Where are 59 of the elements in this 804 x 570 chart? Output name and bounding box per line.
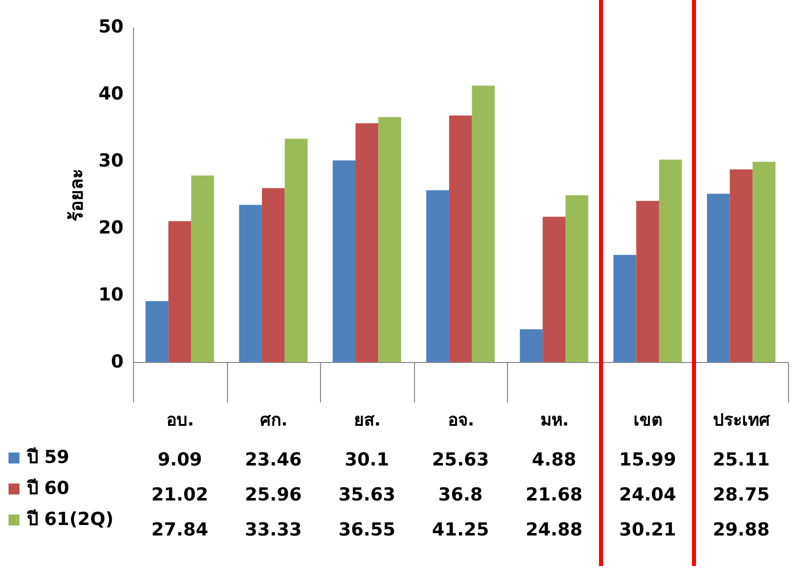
data-label: 36.8 <box>438 484 483 506</box>
data-label: 35.63 <box>338 484 396 506</box>
x-tick-label: ประเทศ <box>713 410 772 430</box>
bar <box>426 190 450 362</box>
y-tick-label: 50 <box>98 16 124 38</box>
x-tick-label: มห. <box>540 410 569 430</box>
bar <box>542 216 566 362</box>
legend-label: ปี 61(2Q) <box>26 509 114 530</box>
bar <box>730 169 753 362</box>
data-label: 21.02 <box>151 484 208 506</box>
data-label: 9.09 <box>158 450 202 470</box>
bar <box>332 160 356 362</box>
bar <box>659 160 682 362</box>
data-label: 27.84 <box>151 520 208 540</box>
data-label: 25.96 <box>244 484 302 506</box>
bar <box>239 204 262 362</box>
data-label: 30.1 <box>344 450 390 470</box>
data-label: 15.99 <box>619 450 676 470</box>
y-tick-label: 20 <box>98 218 124 238</box>
data-label: 29.88 <box>712 520 770 540</box>
x-tick-label: ยส. <box>354 410 381 430</box>
x-tick-label: อบ. <box>166 410 194 430</box>
bar <box>378 117 402 362</box>
data-label: 23.46 <box>244 450 302 470</box>
bar <box>472 86 495 362</box>
data-label: 24.04 <box>619 484 676 506</box>
data-label: 36.55 <box>338 520 396 540</box>
legend-label: ปี 60 <box>26 478 70 499</box>
data-label: 33.33 <box>244 520 302 540</box>
bar <box>168 221 192 362</box>
bar <box>356 123 378 362</box>
x-tick-label: อจ. <box>448 410 474 430</box>
x-tick-label: ศก. <box>260 410 288 430</box>
data-label: 25.63 <box>432 450 489 470</box>
data-label: 41.25 <box>432 520 489 540</box>
bar <box>520 329 543 362</box>
legend-label: ปี 59 <box>26 447 70 468</box>
data-label: 25.11 <box>712 450 770 470</box>
data-label: 4.88 <box>532 450 576 470</box>
data-label: 28.75 <box>712 484 770 506</box>
y-axis-title: ร้อยละ <box>66 168 88 222</box>
bar <box>146 301 168 362</box>
bar <box>191 175 214 362</box>
bar <box>284 138 308 362</box>
y-tick-label: 30 <box>98 150 124 172</box>
data-label: 21.68 <box>526 484 583 506</box>
bar <box>449 115 472 362</box>
bar <box>613 254 636 362</box>
y-tick-label: 10 <box>98 284 124 306</box>
bar <box>565 195 588 362</box>
bar <box>636 200 660 362</box>
data-label: 24.88 <box>526 520 583 540</box>
data-label: 30.21 <box>619 520 676 540</box>
bar <box>752 162 776 362</box>
bar <box>262 188 285 362</box>
bar <box>706 194 730 362</box>
y-tick-label: 40 <box>98 84 124 104</box>
y-tick-label: 0 <box>110 352 124 372</box>
x-tick-label: เขต <box>634 410 663 430</box>
